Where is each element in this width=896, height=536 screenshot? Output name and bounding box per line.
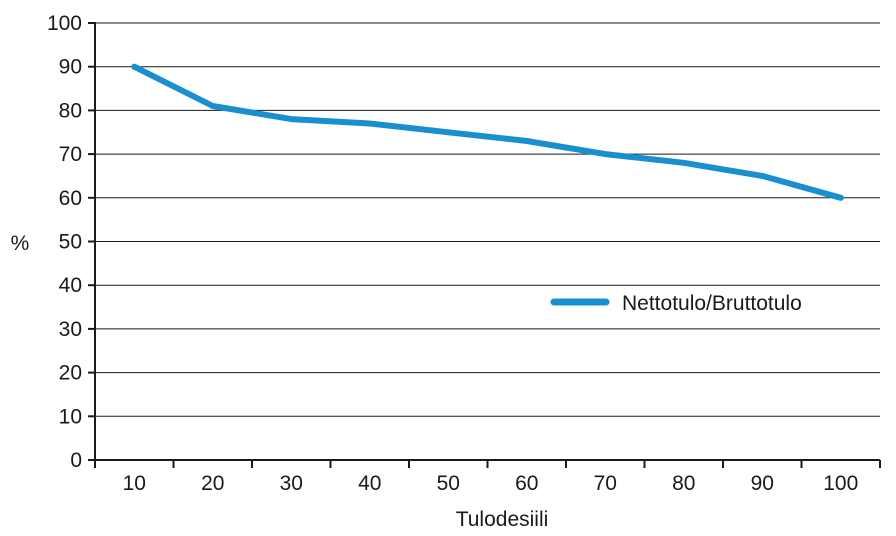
x-axis-title: Tulodesiili <box>456 508 549 531</box>
x-tick-label-100: 100 <box>823 472 858 495</box>
data-point-90 <box>759 172 766 179</box>
y-tick-label-20: 20 <box>59 362 82 385</box>
y-tick-label-50: 50 <box>59 231 82 254</box>
x-tick-label-90: 90 <box>751 472 774 495</box>
y-tick-label-0: 0 <box>70 449 82 472</box>
y-tick-label-80: 80 <box>59 99 82 122</box>
data-point-30 <box>288 116 295 123</box>
data-point-20 <box>209 103 216 110</box>
legend-label: Nettotulo/Bruttotulo <box>622 292 802 315</box>
data-point-40 <box>366 120 373 127</box>
y-tick-label-60: 60 <box>59 187 82 210</box>
x-tick-label-50: 50 <box>437 472 460 495</box>
x-tick-label-30: 30 <box>280 472 303 495</box>
legend: Nettotulo/Bruttotulo <box>550 292 802 315</box>
x-tick-label-40: 40 <box>358 472 381 495</box>
data-point-60 <box>523 137 530 144</box>
x-tick-label-60: 60 <box>515 472 538 495</box>
x-tick-label-10: 10 <box>123 472 146 495</box>
y-axis-title: % <box>11 232 30 255</box>
data-point-80 <box>680 159 687 166</box>
y-axis-ticks: 0 10 20 30 40 50 60 70 80 90 100 <box>47 12 95 472</box>
y-tick-label-100: 100 <box>47 12 82 35</box>
y-tick-label-10: 10 <box>59 405 82 428</box>
x-tick-label-80: 80 <box>672 472 695 495</box>
x-tick-label-70: 70 <box>594 472 617 495</box>
data-point-10 <box>131 63 138 70</box>
grid-lines <box>95 22 880 417</box>
data-point-70 <box>602 151 609 158</box>
y-tick-label-30: 30 <box>59 318 82 341</box>
y-tick-label-40: 40 <box>59 274 82 297</box>
data-point-50 <box>445 129 452 136</box>
y-tick-label-90: 90 <box>59 56 82 79</box>
series-lines <box>131 63 844 201</box>
x-axis-ticks: 10 20 30 40 50 60 70 80 90 100 <box>94 460 881 495</box>
series-line-0 <box>131 63 844 201</box>
x-tick-label-20: 20 <box>201 472 224 495</box>
data-point-100 <box>837 194 844 201</box>
y-tick-label-70: 70 <box>59 143 82 166</box>
